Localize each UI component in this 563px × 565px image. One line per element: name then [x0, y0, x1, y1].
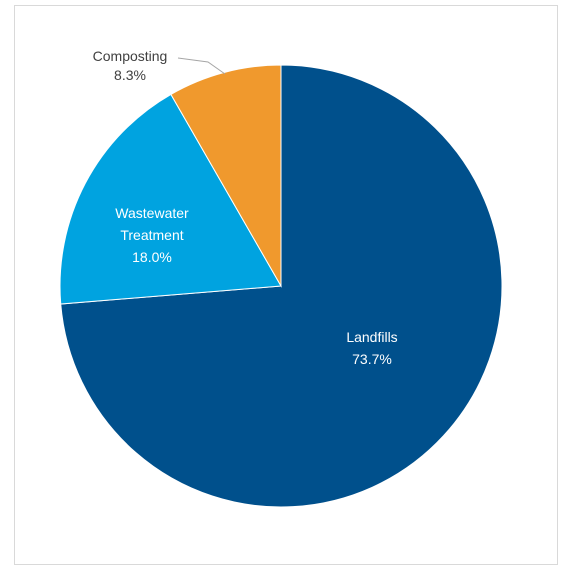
slice-label-landfills: Landfills: [346, 329, 397, 345]
pie-labels: Landfills 73.7% Wastewater Treatment 18.…: [93, 48, 398, 367]
composting-leader-line: [177, 57, 226, 75]
slice-label-wastewater-line2: Treatment: [120, 227, 183, 243]
slice-label-composting: Composting: [93, 48, 168, 64]
pie-chart: Landfills 73.7% Wastewater Treatment 18.…: [59, 48, 503, 508]
slice-label-wastewater-line1: Wastewater: [115, 205, 189, 221]
pie-slices: [59, 64, 503, 508]
slice-value-landfills: 73.7%: [352, 351, 392, 367]
slice-value-composting: 8.3%: [114, 67, 146, 83]
pie-slice-wastewater-treatment: [59, 93, 282, 305]
slice-value-wastewater: 18.0%: [132, 249, 172, 265]
pie-slice-composting: [170, 64, 282, 288]
